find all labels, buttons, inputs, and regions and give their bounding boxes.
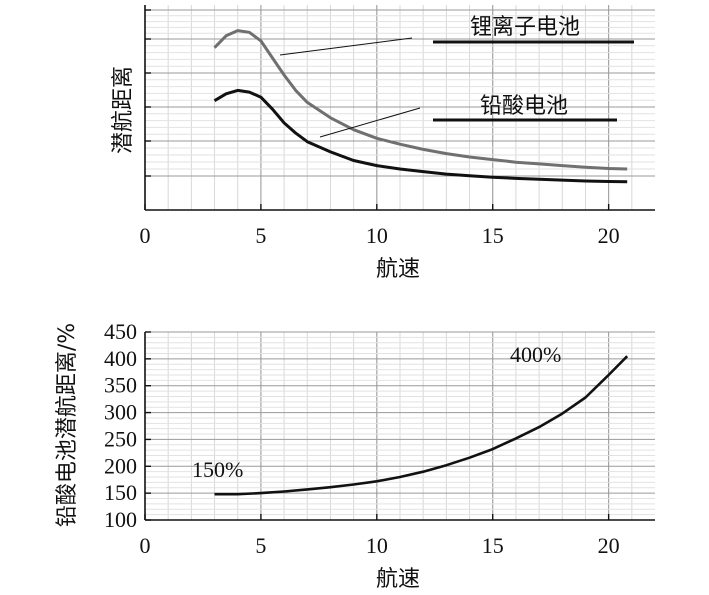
ratio-chart-grid xyxy=(145,331,655,520)
ratio-chart-series xyxy=(214,355,629,496)
x-tick-label: 10 xyxy=(366,533,388,558)
y-tick-label: 150 xyxy=(104,480,137,505)
ratio-chart-ylabel: 铅酸电池潜航距离/% xyxy=(55,323,80,527)
y-tick-label: 400 xyxy=(104,346,137,371)
x-tick-label: 10 xyxy=(366,223,388,248)
x-tick-label: 20 xyxy=(598,533,620,558)
x-tick-label: 20 xyxy=(598,223,620,248)
x-tick-label: 15 xyxy=(482,223,504,248)
y-tick-label: 450 xyxy=(104,319,137,344)
legend-label-leadacid: 铅酸电池 xyxy=(480,94,568,119)
y-tick-label: 100 xyxy=(104,507,137,532)
range-chart-legend: 锂离子电池 铅酸电池 xyxy=(279,15,634,138)
range-chart-ylabel: 潜航距离 xyxy=(111,66,136,154)
series-line-lithium xyxy=(213,29,628,171)
ratio-chart-xlabel: 航速 xyxy=(376,566,420,591)
range-chart-series xyxy=(213,29,628,184)
series-line-ratio xyxy=(214,355,629,496)
legend-label-lithium: 锂离子电池 xyxy=(470,15,580,40)
y-tick-label: 200 xyxy=(104,453,137,478)
y-tick-label: 300 xyxy=(104,400,137,425)
y-tick-label: 250 xyxy=(104,426,137,451)
annotation-end: 400% xyxy=(510,342,561,367)
annotation-start: 150% xyxy=(192,457,243,482)
range-chart: 0 5 10 15 20 锂离子电池 铅酸电池 航速 潜航距离 xyxy=(111,5,655,281)
x-tick-label: 15 xyxy=(482,533,504,558)
y-tick-label: 350 xyxy=(104,373,137,398)
range-chart-axes: 0 5 10 15 20 xyxy=(140,5,655,248)
x-tick-label: 0 xyxy=(140,533,151,558)
series-line-leadacid xyxy=(213,88,628,184)
legend-leader-lithium xyxy=(279,37,413,56)
x-tick-label: 5 xyxy=(255,223,266,248)
range-chart-xlabel: 航速 xyxy=(376,256,420,281)
x-tick-label: 0 xyxy=(140,223,151,248)
legend-leader-leadacid xyxy=(319,107,421,138)
x-tick-label: 5 xyxy=(255,533,266,558)
